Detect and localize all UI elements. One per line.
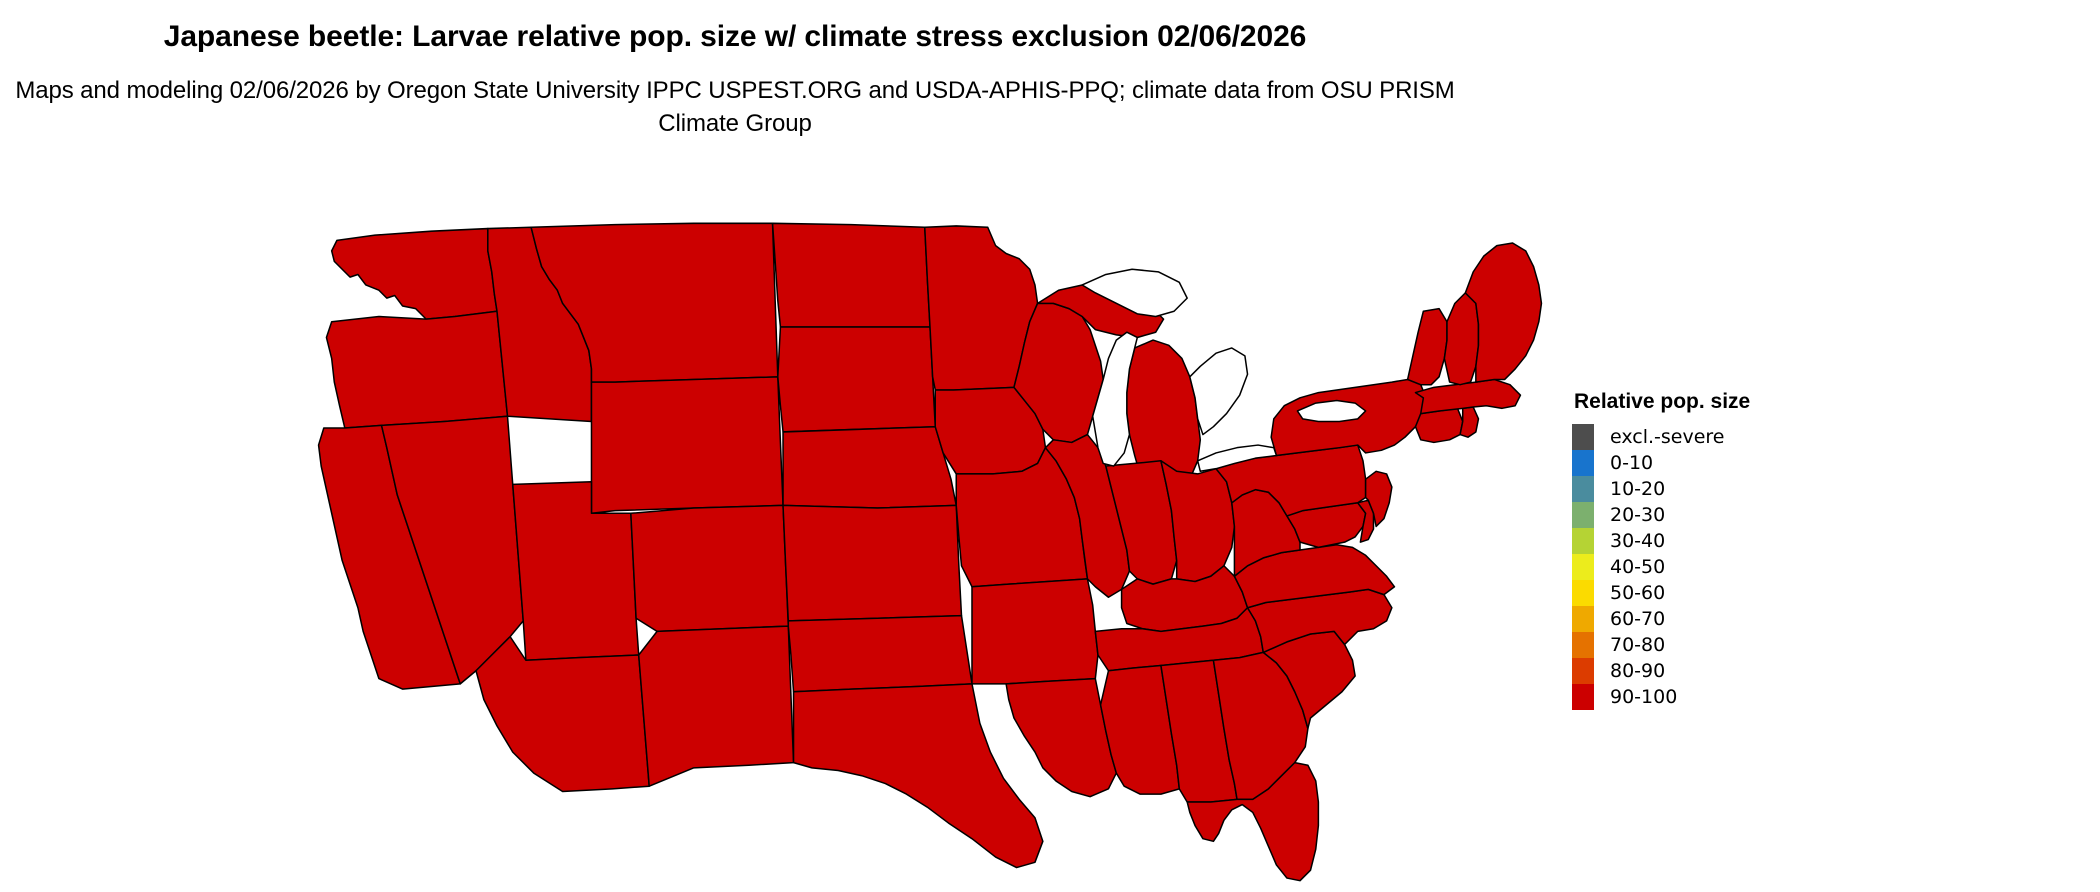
lake-huron <box>1189 347 1249 436</box>
lake-superior <box>1081 268 1188 318</box>
state-arizona[interactable] <box>475 635 650 793</box>
legend-label: 0-10 <box>1610 452 1654 474</box>
legend-color-swatch <box>1572 580 1594 606</box>
legend-color-swatch <box>1572 476 1594 502</box>
legend-label: 70-80 <box>1610 634 1666 656</box>
state-kansas[interactable] <box>782 504 963 622</box>
legend-label: 20-30 <box>1610 504 1666 526</box>
legend-row[interactable]: excl.-severe <box>1572 424 1892 450</box>
legend-row[interactable]: 80-90 <box>1572 658 1892 684</box>
us-map-svg <box>317 222 1543 882</box>
title-block: Japanese beetle: Larvae relative pop. si… <box>0 16 1470 140</box>
state-nebraska[interactable] <box>782 425 957 509</box>
legend-title: Relative pop. size <box>1574 390 1751 413</box>
state-oklahoma[interactable] <box>787 614 973 693</box>
legend-row[interactable]: 70-80 <box>1572 632 1892 658</box>
legend-row[interactable]: 40-50 <box>1572 554 1892 580</box>
legend-row[interactable]: 30-40 <box>1572 528 1892 554</box>
state-nevada[interactable] <box>380 415 524 685</box>
legend-label: 10-20 <box>1610 478 1666 500</box>
state-arkansas[interactable] <box>971 578 1099 685</box>
legend-color-swatch <box>1572 554 1594 580</box>
state-new-hampshire[interactable] <box>1443 292 1480 386</box>
legend-row[interactable]: 60-70 <box>1572 606 1892 632</box>
state-florida[interactable] <box>1186 761 1320 882</box>
state-rhode-island[interactable] <box>1459 406 1480 438</box>
page-title: Japanese beetle: Larvae relative pop. si… <box>163 20 1307 53</box>
legend-row[interactable]: 90-100 <box>1572 684 1892 710</box>
legend-row[interactable]: 0-10 <box>1572 450 1892 476</box>
state-new-mexico[interactable] <box>637 625 795 787</box>
state-maine[interactable] <box>1464 242 1543 383</box>
legend-color-swatch <box>1572 684 1594 710</box>
state-louisiana[interactable] <box>1005 677 1118 798</box>
legend-color-swatch <box>1572 632 1594 658</box>
legend-label: 80-90 <box>1610 660 1666 682</box>
legend-label: excl.-severe <box>1610 426 1725 448</box>
legend-row[interactable]: 10-20 <box>1572 476 1892 502</box>
legend-color-swatch <box>1572 528 1594 554</box>
legend-entries: excl.-severe 0-10 10-20 20-30 30-40 40-50 50-6… <box>1572 424 1892 710</box>
great-lakes-group <box>1081 268 1367 473</box>
map-legend: Relative pop. size excl.-severe 0-10 10-20… <box>1572 390 1892 710</box>
state-colorado[interactable] <box>630 504 790 633</box>
legend-row[interactable]: 50-60 <box>1572 580 1892 606</box>
legend-label: 30-40 <box>1610 530 1666 552</box>
legend-color-swatch <box>1572 502 1594 528</box>
page-subtitle: Maps and modeling 02/06/2026 by Oregon S… <box>15 77 1455 137</box>
state-vermont[interactable] <box>1406 307 1448 386</box>
legend-label: 60-70 <box>1610 608 1666 630</box>
lake-erie <box>1196 444 1278 473</box>
state-south-dakota[interactable] <box>777 326 937 433</box>
states-group <box>317 222 1543 882</box>
legend-color-swatch <box>1572 424 1594 450</box>
lake-michigan <box>1091 331 1139 467</box>
state-wyoming[interactable] <box>590 376 784 515</box>
state-washington[interactable] <box>330 227 498 320</box>
legend-color-swatch <box>1572 658 1594 684</box>
legend-row[interactable]: 20-30 <box>1572 502 1892 528</box>
legend-color-swatch <box>1572 450 1594 476</box>
legend-label: 90-100 <box>1610 686 1678 708</box>
lake-ontario <box>1296 399 1367 423</box>
legend-color-swatch <box>1572 606 1594 632</box>
state-new-jersey[interactable] <box>1364 470 1393 528</box>
state-north-dakota[interactable] <box>771 222 931 328</box>
state-wisconsin[interactable] <box>1013 302 1104 444</box>
state-texas[interactable] <box>792 683 1044 869</box>
legend-label: 40-50 <box>1610 556 1666 578</box>
state-oregon[interactable] <box>325 310 509 429</box>
us-choropleth-map[interactable] <box>300 222 1560 882</box>
legend-label: 50-60 <box>1610 582 1666 604</box>
